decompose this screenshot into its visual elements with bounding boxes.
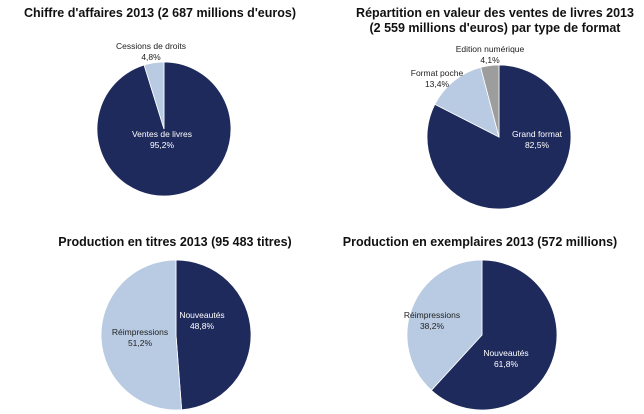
pie-3-slice-1 bbox=[175, 259, 252, 411]
chart-2-title-line-1: Répartition en valeur des ventes de livr… bbox=[356, 6, 634, 20]
pie-1-slice-2-label: Cessions de droits bbox=[116, 41, 186, 51]
pie-3-slice-1-label: Nouveautés bbox=[179, 310, 224, 320]
pie-3-slice-2 bbox=[100, 259, 183, 411]
pie-4-slice-2-label: Réimpressions bbox=[404, 310, 460, 320]
pie-2-slice-3-label: Edition numérique bbox=[456, 44, 525, 54]
chart-1-title: Chiffre d'affaires 2013 (2 687 millions … bbox=[23, 6, 296, 20]
pie-3-slice-2-label: Réimpressions bbox=[112, 327, 168, 337]
chart-2-title: Répartition en valeur des ventes de livr… bbox=[350, 6, 640, 36]
pie-1-slice-2-value: 4,8% bbox=[141, 52, 161, 62]
chart-2-title-line-2: (2 559 millions d'euros) par type de for… bbox=[369, 21, 621, 35]
pie-4-slice-2-value: 38,2% bbox=[420, 321, 445, 331]
pie-2-slice-2-label: Format poche bbox=[411, 68, 464, 78]
pie-3-slice-2-value: 51,2% bbox=[128, 338, 153, 348]
chart-4-title: Production en exemplaires 2013 (572 mill… bbox=[342, 235, 618, 249]
pie-1-slice-1-label: Ventes de livres bbox=[132, 129, 192, 139]
pie-3-slice-1-value: 48,8% bbox=[190, 321, 215, 331]
pie-1-slice-1-value: 95,2% bbox=[150, 140, 175, 150]
pie-2-slice-3-value: 4,1% bbox=[480, 55, 500, 65]
pie-1-slice-2 bbox=[143, 61, 165, 130]
pie-4-slice-1-value: 61,8% bbox=[494, 359, 519, 369]
chart-3-title: Production en titres 2013 (95 483 titres… bbox=[58, 235, 292, 249]
pie-2-slice-2 bbox=[434, 66, 500, 138]
pie-4-slice-2 bbox=[406, 259, 483, 391]
pie-2-slice-1-label: Grand format bbox=[512, 129, 563, 139]
pie-2-slice-1-value: 82,5% bbox=[525, 140, 550, 150]
pie-2-slice-2-value: 13,4% bbox=[425, 79, 450, 89]
pie-2-slice-3 bbox=[480, 64, 500, 138]
pie-4-slice-1 bbox=[430, 259, 558, 411]
pie-4-slice-1-label: Nouveautés bbox=[483, 348, 528, 358]
